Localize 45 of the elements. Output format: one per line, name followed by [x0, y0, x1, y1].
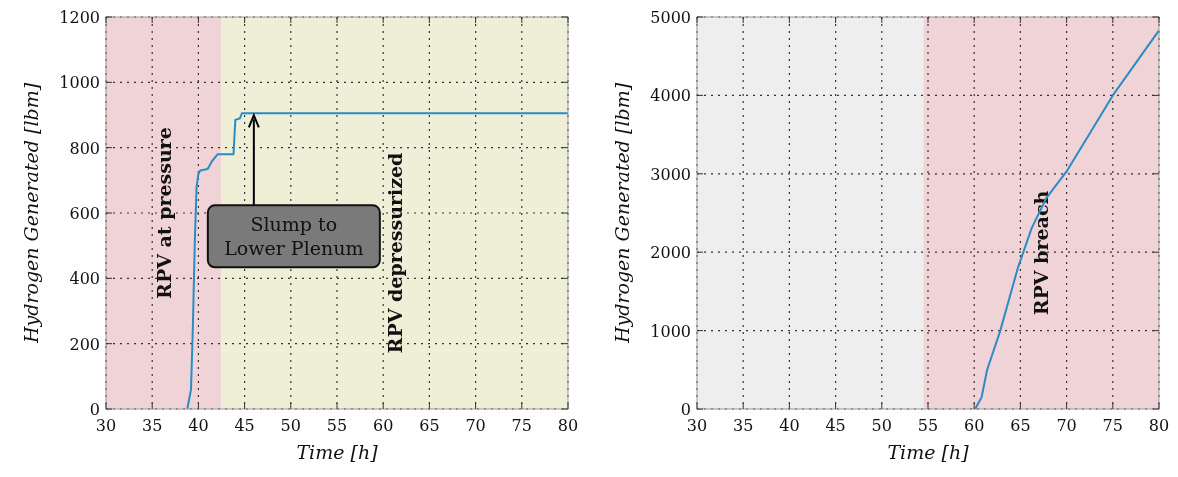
x-tick-label: 40: [188, 416, 209, 435]
y-tick-label: 3000: [650, 164, 691, 184]
y-tick-label: 1000: [59, 73, 100, 93]
x-tick-label: 40: [779, 416, 800, 435]
annotation: Slump to Lower Plenum: [224, 213, 364, 260]
x-tick-label: 75: [511, 416, 532, 435]
x-tick-label: 45: [234, 416, 255, 435]
line-series: [186, 112, 569, 410]
x-axis-title: Time [h]: [296, 441, 379, 463]
y-tick-label: 2000: [650, 243, 691, 263]
y-tick-label: 0: [680, 400, 691, 419]
y-tick-label: 5000: [650, 8, 691, 27]
y-tick-label: 0: [89, 400, 100, 419]
x-tick-label: 65: [419, 416, 440, 435]
x-tick-label: 35: [733, 416, 754, 435]
x-tick-label: 30: [686, 416, 708, 435]
y-axis-title: Hydrogen Generated [lbm]: [611, 82, 633, 345]
x-tick-label: 80: [557, 416, 579, 435]
y-axis-title: Hydrogen Generated [lbm]: [20, 82, 42, 345]
x-tick-label: 60: [964, 416, 985, 435]
y-tick-label: 4000: [650, 86, 691, 106]
x-tick-label: 80: [1148, 416, 1170, 435]
y-tick-label: 800: [69, 138, 100, 158]
x-tick-label: 55: [917, 416, 939, 435]
x-tick-label: 75: [1102, 416, 1123, 435]
y-tick-label: 600: [69, 204, 100, 223]
band-label: RPV depressurized: [383, 152, 406, 354]
x-tick-label: 30: [95, 416, 117, 435]
x-tick-label: 50: [871, 416, 892, 435]
x-tick-label: 55: [326, 416, 348, 435]
x-tick-label: 70: [465, 416, 486, 435]
x-tick-label: 50: [280, 416, 301, 435]
x-tick-label: 45: [825, 416, 846, 435]
x-tick-label: 70: [1056, 416, 1077, 435]
y-tick-label: 1000: [650, 321, 691, 341]
y-tick-label: 1200: [59, 8, 100, 27]
band-label: RPV breach: [1030, 190, 1053, 316]
y-tick-label: 200: [69, 334, 100, 354]
band-label: RPV at pressure: [152, 127, 175, 299]
x-tick-label: 60: [373, 416, 394, 435]
y-tick-label: 400: [69, 269, 100, 289]
x-tick-label: 65: [1010, 416, 1031, 435]
x-axis-title: Time [h]: [887, 441, 970, 463]
x-tick-label: 35: [142, 416, 163, 435]
line-series: [974, 29, 1160, 410]
